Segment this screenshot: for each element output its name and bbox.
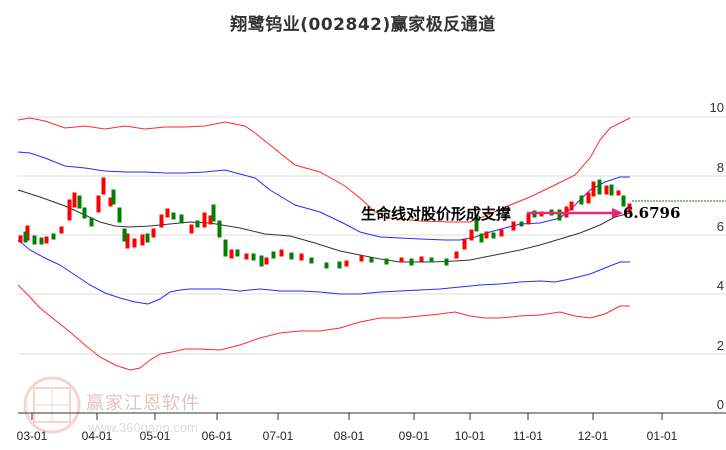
y-tick-10: 10 <box>709 100 724 115</box>
support-annotation: 生命线对股价形成支撑 <box>361 205 512 223</box>
watermark-seal-icon <box>23 376 81 434</box>
x-tick-0901: 09-01 <box>398 429 430 443</box>
x-tick-0301: 03-01 <box>16 429 48 443</box>
x-tick-1201: 12-01 <box>577 429 609 443</box>
chart-title: 翔鹭钨业(002842)赢家极反通道 <box>230 15 496 35</box>
x-tick-1101: 11-01 <box>513 429 543 443</box>
x-tick-0801: 08-01 <box>333 429 365 443</box>
life-line-value: 6.6796 <box>623 204 681 222</box>
life-line <box>17 189 631 263</box>
upper-inner-band <box>17 151 630 241</box>
lower-outer-band <box>17 284 630 371</box>
x-tick-1001: 10-01 <box>454 429 486 443</box>
support-arrow-icon <box>527 208 623 218</box>
upper-outer-band <box>17 117 631 223</box>
x-tick-0101: 01-01 <box>646 429 678 443</box>
y-tick-2: 2 <box>716 338 724 353</box>
y-tick-6: 6 <box>716 219 724 234</box>
x-tick-0401: 04-01 <box>81 429 113 443</box>
watermark-brand: 赢家江恩软件 <box>86 393 200 414</box>
y-tick-4: 4 <box>716 278 724 293</box>
x-tick-0501: 05-01 <box>139 429 171 443</box>
candlesticks <box>18 177 632 269</box>
y-tick-8: 8 <box>716 160 724 175</box>
lower-inner-band <box>17 239 630 305</box>
watermark-url: www.360gann.com <box>88 420 198 435</box>
y-tick-0: 0 <box>716 397 724 412</box>
x-tick-0701: 07-01 <box>262 429 294 443</box>
x-ticks <box>31 413 663 420</box>
x-tick-0601: 06-01 <box>201 429 233 443</box>
